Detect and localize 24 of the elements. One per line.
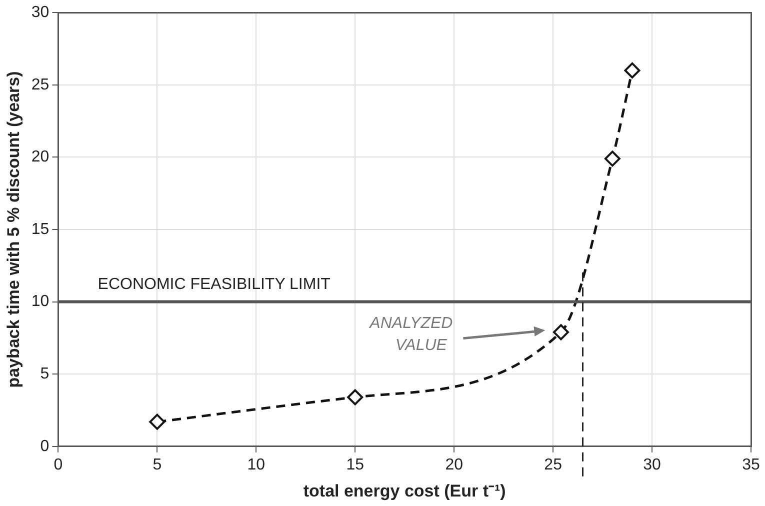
x-tick-label: 30 (643, 456, 662, 474)
x-tick-label: 5 (152, 456, 162, 474)
point (552, 324, 569, 340)
x-tick-label: 35 (742, 456, 760, 474)
x-tick-label: 20 (445, 456, 464, 474)
y-tick-label: 5 (40, 366, 50, 383)
point (624, 62, 640, 78)
ref-line-label: ECONOMIC FEASIBILITY LIMIT (98, 276, 331, 294)
x-tick-label: 25 (544, 456, 562, 474)
x-tick-label: 10 (247, 456, 266, 474)
point (149, 414, 166, 430)
annotation: ANALYZED VALUE (368, 314, 454, 354)
point (604, 150, 620, 167)
y-tick-label: 10 (31, 293, 50, 310)
y-tick-label: 20 (31, 148, 50, 166)
y-tick-label: 15 (31, 220, 50, 238)
x-tick-label: 15 (346, 456, 364, 474)
y-tick-label: 30 (31, 4, 50, 22)
x-tick-label: 0 (54, 456, 63, 474)
y-tick-label: 0 (40, 438, 50, 455)
y-axis-title: payback time with 5 % discount (years) (4, 71, 23, 388)
x-axis-title: total energy cost (Eur t⁻¹) (303, 481, 506, 500)
point (347, 389, 364, 406)
y-tick-label: 25 (31, 76, 50, 94)
